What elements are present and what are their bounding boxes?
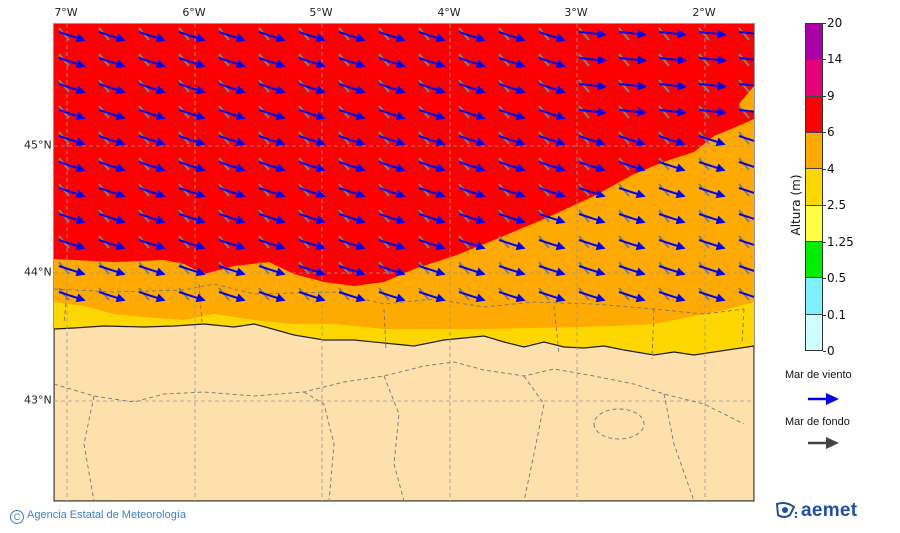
colorbar-tick: 4 — [823, 161, 835, 176]
lon-label: 2°W — [692, 6, 716, 19]
copyright-icon: C — [10, 510, 24, 524]
region-borders — [54, 283, 745, 501]
colorbar-segment — [806, 241, 822, 279]
colorbar-tick: 0.5 — [822, 271, 847, 286]
lon-label: 4°W — [437, 6, 461, 19]
colorbar-tick: 6 — [823, 125, 835, 140]
copyright-credit: C Agencia Estatal de Meteorología — [10, 509, 186, 524]
aemet-logo-icon — [775, 502, 798, 519]
colorbar-tick: 1.25 — [823, 234, 854, 249]
lat-label: 45°N — [24, 138, 52, 152]
lon-label: 6°W — [182, 6, 206, 19]
wind-sea-legend-label: Mar de viento — [785, 369, 852, 381]
colorbar-title: Altura (m) — [789, 174, 803, 236]
colorbar-tick: 14 — [822, 52, 843, 67]
colorbar-tick: 9 — [823, 88, 835, 103]
swell-arrow-icon — [808, 437, 839, 449]
lat-label: 43°N — [24, 393, 52, 407]
colorbar-tick: 0 — [823, 344, 835, 358]
colorbar-segment — [806, 60, 822, 97]
colorbar-segment — [806, 96, 822, 133]
colorbar-tick: 0.1 — [822, 307, 847, 322]
colorbar-tick: 20 — [822, 16, 843, 30]
land-area — [54, 323, 754, 501]
aemet-logo: aemet — [774, 500, 857, 522]
wave-direction-arrows — [58, 27, 754, 303]
colorbar-segment — [806, 314, 822, 350]
credit-text: Agencia Estatal de Meteorología — [27, 509, 186, 521]
lon-label: 7°W — [54, 6, 78, 19]
colorbar-segment — [806, 132, 822, 170]
aemet-logo-text: aemet — [801, 500, 858, 521]
wave-height-map — [53, 23, 755, 502]
colorbar-segment — [806, 24, 822, 61]
colorbar-segment — [806, 278, 822, 315]
lon-label: 5°W — [309, 6, 333, 19]
lon-label: 3°W — [564, 6, 588, 19]
lat-label: 44°N — [24, 265, 52, 279]
wave-height-colorbar — [805, 23, 823, 351]
wind-sea-arrow-icon — [808, 393, 839, 405]
colorbar-tick: 2.5 — [822, 198, 847, 213]
colorbar-segment — [806, 169, 822, 206]
swell-legend-label: Mar de fondo — [785, 416, 850, 428]
sea-area-4-6m-ne — [739, 86, 754, 112]
colorbar-segment — [806, 205, 822, 242]
